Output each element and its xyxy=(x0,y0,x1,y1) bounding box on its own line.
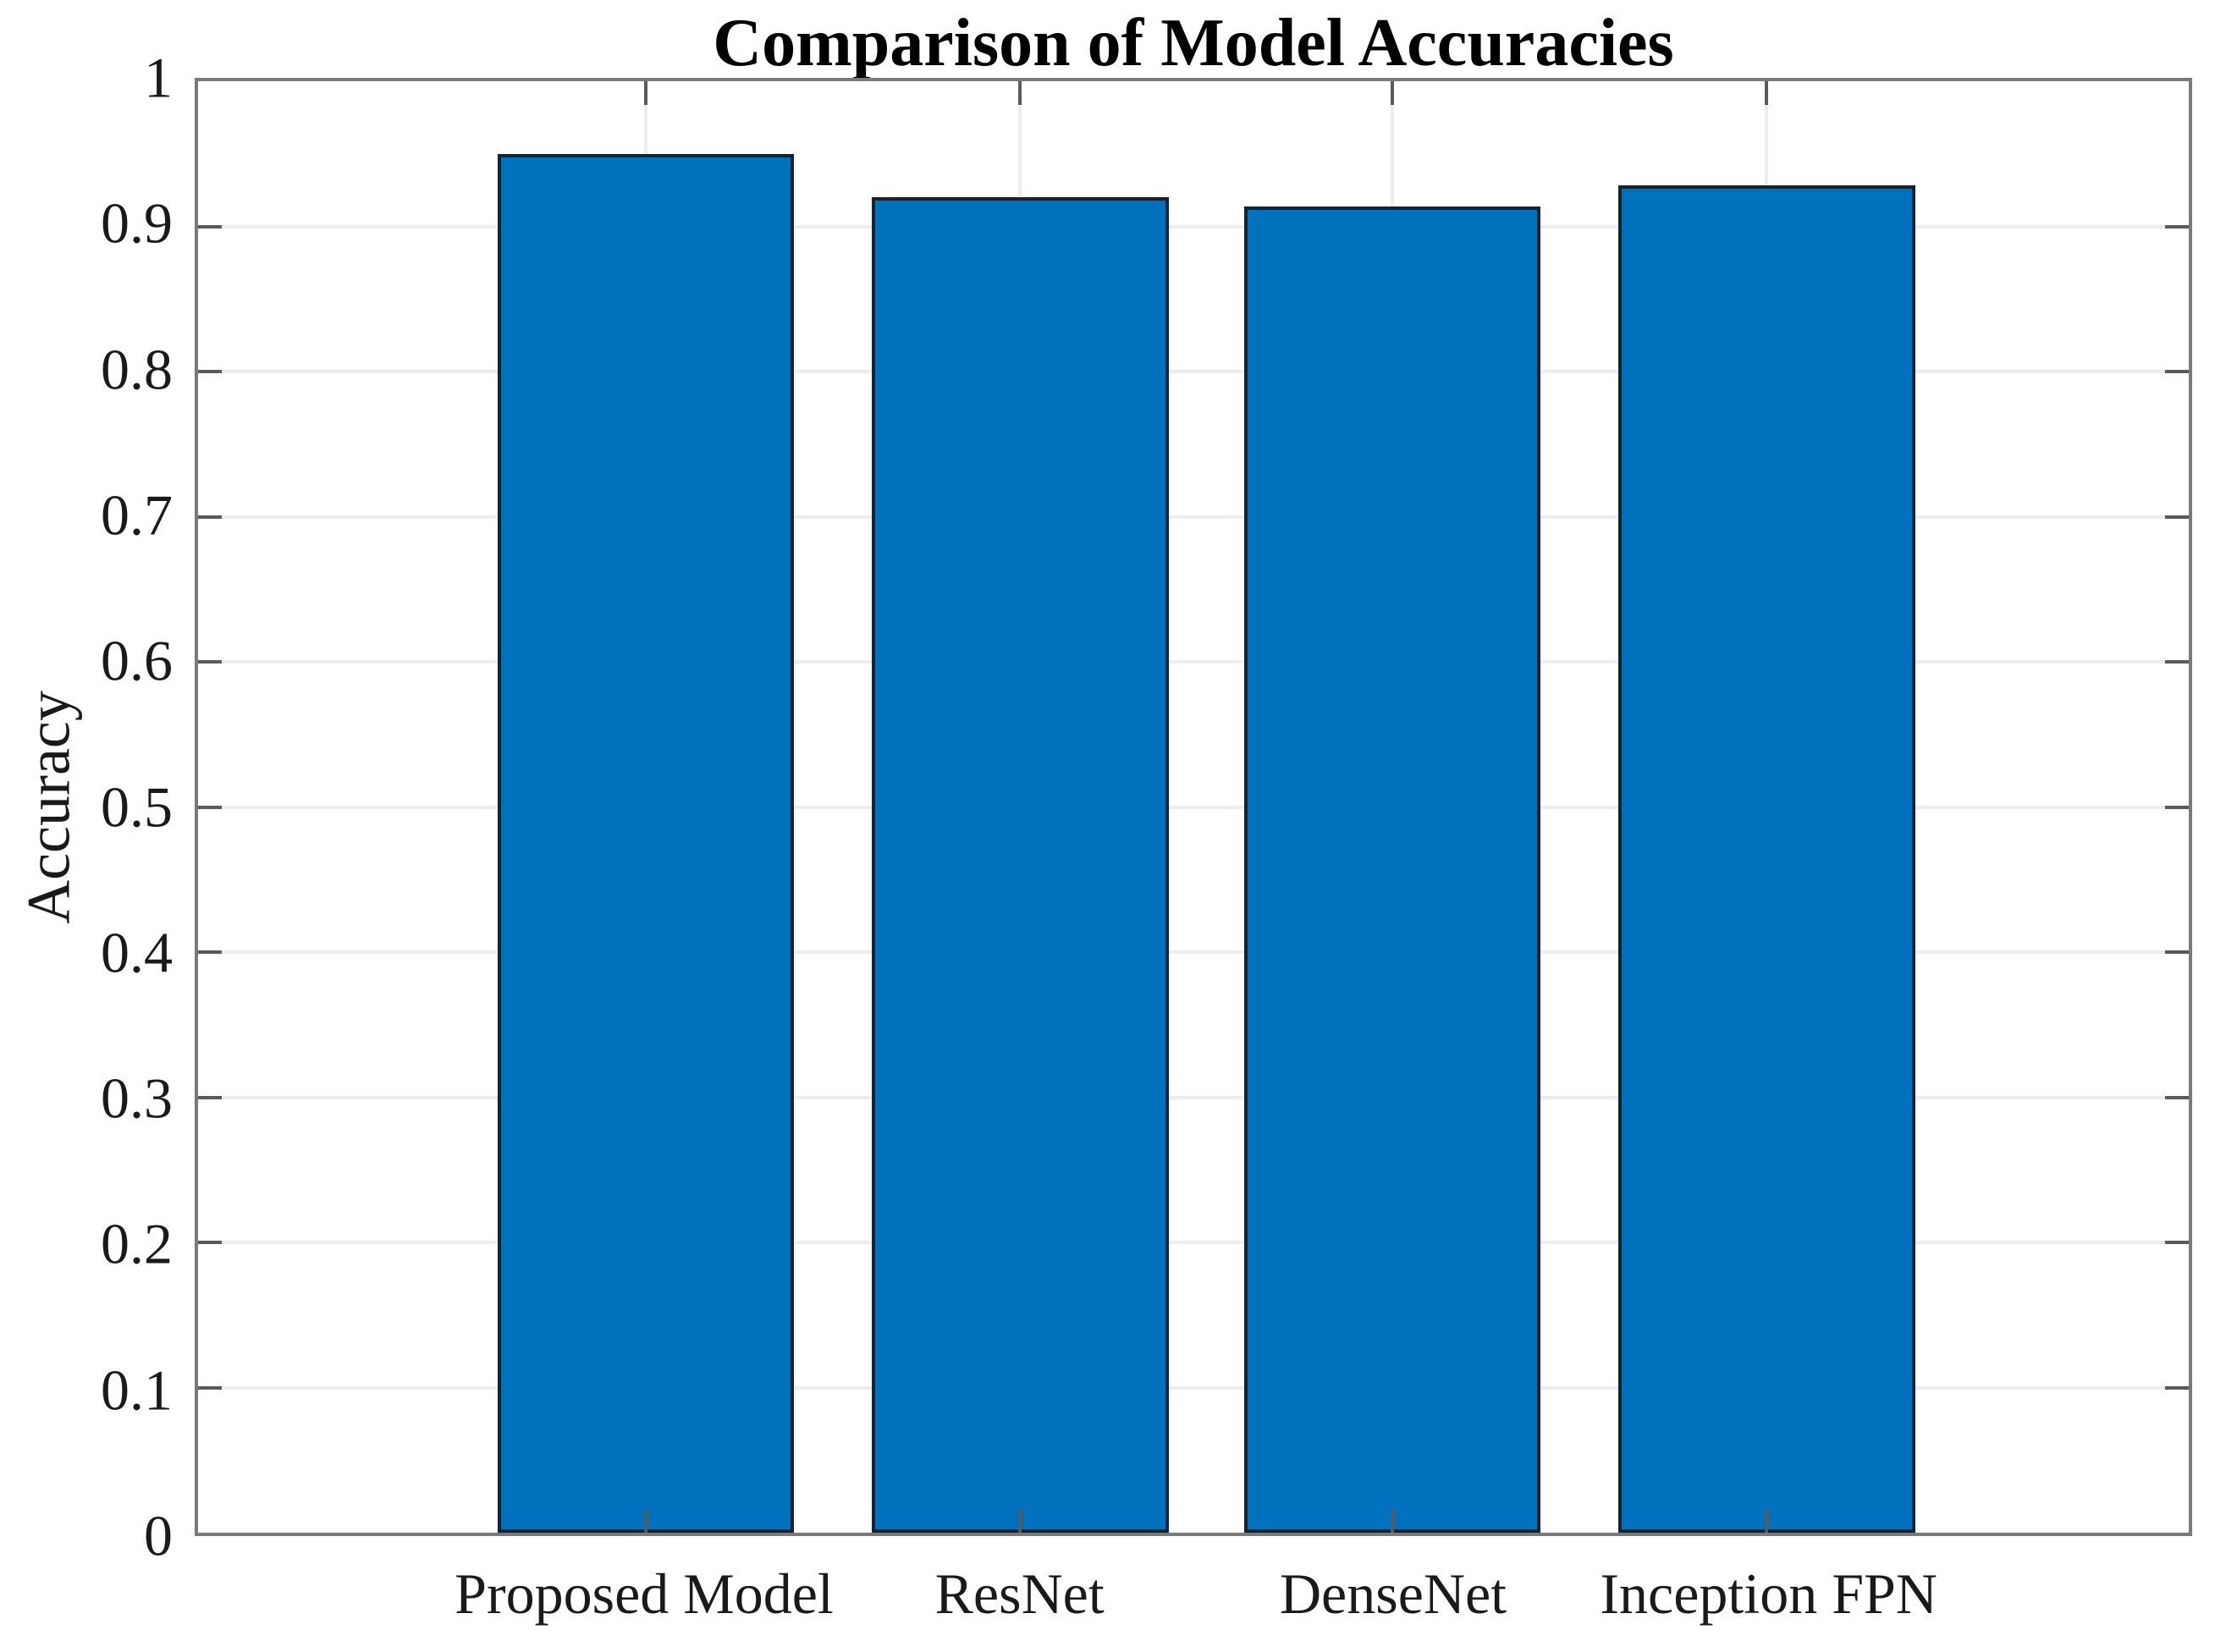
y-tick-label-0.3: 0.3 xyxy=(101,1066,173,1131)
y-tick-label-0: 0 xyxy=(144,1503,173,1568)
h-gridline-0.9 xyxy=(198,224,2189,229)
h-gridline-0.6 xyxy=(198,660,2189,664)
y-tick-left-0.3 xyxy=(198,1095,222,1099)
y-tick-right-0.9 xyxy=(2165,224,2189,229)
y-tick-left-0.6 xyxy=(198,660,222,664)
bar-proposed-model xyxy=(497,153,795,1533)
x-tick-bottom-inception-fpn xyxy=(1765,1509,1769,1533)
x-tick-label-resnet: ResNet xyxy=(934,1561,1105,1626)
x-tick-label-proposed-model: Proposed Model xyxy=(455,1561,834,1626)
y-tick-left-0.2 xyxy=(198,1241,222,1244)
y-tick-right-0.5 xyxy=(2165,805,2189,809)
y-tick-label-0.5: 0.5 xyxy=(101,774,173,839)
y-tick-left-0.5 xyxy=(198,805,222,809)
bar-densenet xyxy=(1243,206,1541,1533)
x-tick-top-inception-fpn xyxy=(1765,81,1769,105)
h-gridline-0.3 xyxy=(198,1095,2189,1099)
y-tick-right-0.3 xyxy=(2165,1095,2189,1099)
y-tick-left-0.7 xyxy=(198,515,222,519)
y-tick-label-0.2: 0.2 xyxy=(101,1211,173,1276)
x-tick-label-densenet: DenseNet xyxy=(1279,1561,1507,1626)
h-gridline-0.5 xyxy=(198,805,2189,809)
y-tick-right-0.1 xyxy=(2165,1385,2189,1390)
y-tick-label-0.9: 0.9 xyxy=(101,190,173,256)
y-tick-label-0.4: 0.4 xyxy=(101,920,173,985)
y-tick-left-0.8 xyxy=(198,370,222,373)
y-tick-left-0.1 xyxy=(198,1385,222,1390)
x-tick-bottom-proposed-model xyxy=(644,1509,648,1533)
y-tick-right-0.8 xyxy=(2165,370,2189,373)
y-tick-label-0.1: 0.1 xyxy=(101,1357,173,1423)
x-tick-top-proposed-model xyxy=(644,81,648,105)
h-gridline-0.1 xyxy=(198,1385,2189,1390)
y-tick-label-0.7: 0.7 xyxy=(101,482,173,548)
bar-resnet xyxy=(872,197,1169,1533)
y-tick-right-0.4 xyxy=(2165,950,2189,954)
y-tick-label-1: 1 xyxy=(144,45,173,110)
y-tick-left-0.4 xyxy=(198,950,222,954)
y-tick-right-0.7 xyxy=(2165,515,2189,519)
chart-title: Comparison of Model Accuracies xyxy=(713,6,1674,80)
y-tick-right-0.2 xyxy=(2165,1241,2189,1244)
x-tick-bottom-densenet xyxy=(1391,1509,1395,1533)
h-gridline-0.7 xyxy=(198,515,2189,519)
h-gridline-0.2 xyxy=(198,1241,2189,1244)
y-tick-label-0.8: 0.8 xyxy=(101,337,173,402)
h-gridline-0.4 xyxy=(198,950,2189,954)
bar-inception-fpn xyxy=(1618,185,1915,1533)
plot-area xyxy=(195,78,2192,1536)
y-tick-right-0.6 xyxy=(2165,660,2189,664)
x-tick-top-densenet xyxy=(1391,81,1395,105)
x-tick-bottom-resnet xyxy=(1018,1509,1022,1533)
x-tick-label-inception-fpn: Inception FPN xyxy=(1600,1561,1937,1626)
y-tick-label-0.6: 0.6 xyxy=(101,628,173,693)
x-tick-top-resnet xyxy=(1018,81,1022,105)
y-tick-left-0.9 xyxy=(198,224,222,229)
h-gridline-0.8 xyxy=(198,370,2189,373)
